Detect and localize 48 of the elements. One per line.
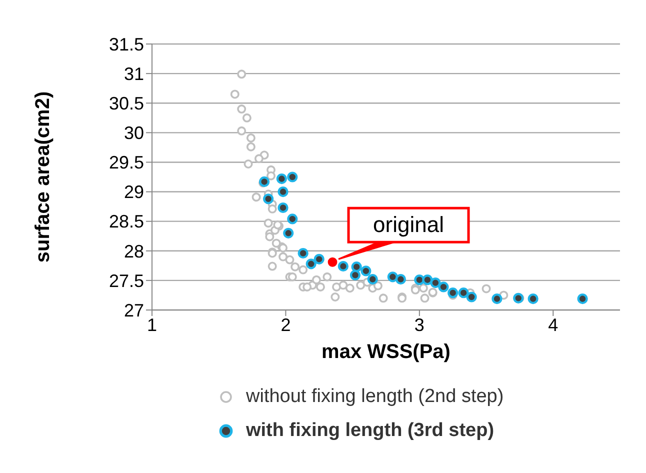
point <box>306 258 316 270</box>
y-tick-label: 28.5 <box>108 212 144 232</box>
point <box>367 274 378 285</box>
point <box>278 202 288 214</box>
y-tick-label: 31.5 <box>108 34 144 54</box>
legend-label: without fixing length (2nd step) <box>246 386 504 408</box>
point <box>422 274 433 286</box>
point <box>395 274 406 285</box>
x-tick-label: 3 <box>414 314 424 335</box>
y-tick-label: 31 <box>124 64 144 84</box>
point <box>350 270 361 280</box>
point <box>278 186 288 198</box>
point <box>458 288 469 298</box>
point <box>276 173 288 184</box>
point <box>338 260 349 272</box>
y-axis-title: surface area(cm2) <box>32 91 54 263</box>
point <box>387 272 398 282</box>
y-tick-label: 27 <box>124 300 144 320</box>
point <box>287 214 298 224</box>
point <box>577 293 588 304</box>
point <box>528 293 538 304</box>
point <box>351 262 362 272</box>
point <box>283 228 294 238</box>
point <box>448 288 458 298</box>
point <box>259 176 270 188</box>
point <box>466 292 477 302</box>
y-tick-label: 30.5 <box>108 94 144 114</box>
x-tick-label: 4 <box>548 314 558 335</box>
x-axis-title: max WSS(Pa) <box>322 341 450 363</box>
y-tick-label: 29 <box>124 182 144 202</box>
x-tick-label: 2 <box>280 314 291 335</box>
point <box>314 254 324 264</box>
point <box>328 257 338 267</box>
point <box>430 278 441 288</box>
y-tick-label: 30 <box>124 123 144 144</box>
y-tick-label: 29.5 <box>108 152 144 173</box>
point <box>414 274 425 286</box>
x-tick-label: 1 <box>146 314 158 335</box>
point <box>263 194 274 204</box>
point <box>492 293 502 304</box>
y-tick-label: 27.5 <box>108 270 144 291</box>
point <box>438 282 449 292</box>
annotation: original <box>373 212 444 238</box>
point <box>287 172 298 182</box>
point <box>298 248 308 259</box>
y-tick-label: 28 <box>124 241 144 262</box>
legend-label: with fixing length (3rd step) <box>246 420 494 442</box>
point <box>360 266 372 276</box>
